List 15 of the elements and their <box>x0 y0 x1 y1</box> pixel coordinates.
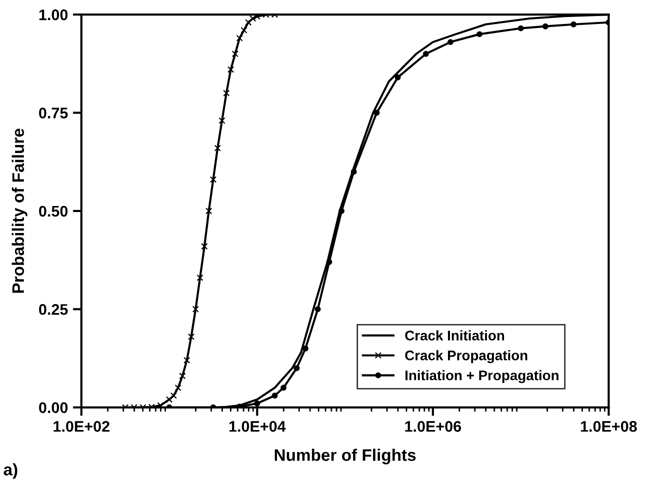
y-tick-label: 1.00 <box>39 9 68 20</box>
legend-label: Initiation + Propagation <box>406 370 558 384</box>
legend-label: Crack Initiation <box>405 330 504 340</box>
y-tick-label: 0.00 <box>39 402 68 414</box>
text: a) <box>4 463 18 479</box>
x-axis-title: Number of Flights <box>274 448 416 464</box>
x-tick-label: 1.0E+08 <box>580 421 637 432</box>
legend-label: Crack Propagation <box>405 350 528 364</box>
y-axis-title: Probability of Failure <box>12 128 28 293</box>
x-tick-label: 1.0E+02 <box>54 421 110 432</box>
y-tick-label: 0.25 <box>39 304 68 315</box>
y-tick-label: 0.75 <box>39 108 68 118</box>
y-tick-label: 0.50 <box>39 206 68 217</box>
x-tick-label: 1.0E+04 <box>229 421 286 432</box>
x-tick-label: 1.0E+06 <box>405 421 462 432</box>
